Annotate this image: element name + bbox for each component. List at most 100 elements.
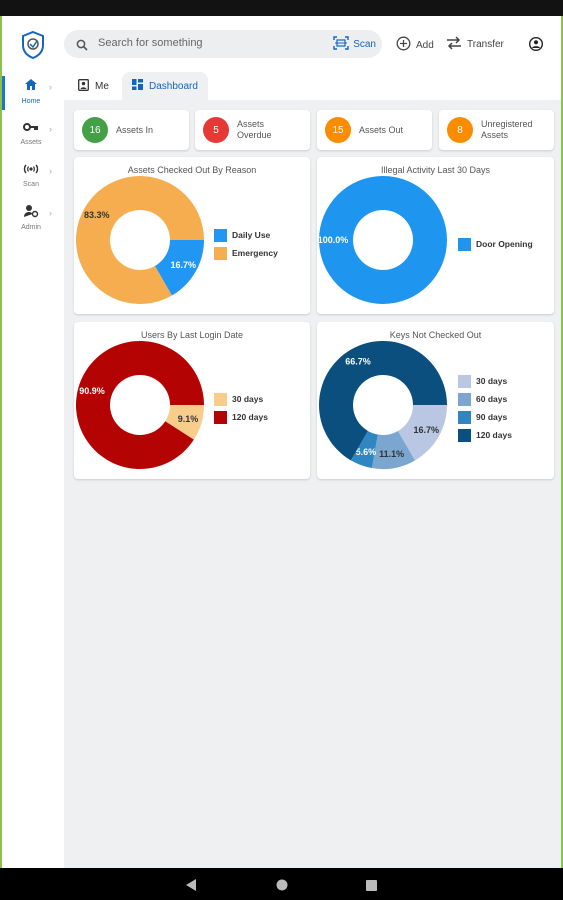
- tab-dashboard[interactable]: Dashboard: [122, 72, 208, 100]
- stat-card-assets-overdue[interactable]: 5 Assets Overdue: [195, 110, 310, 150]
- search-bar[interactable]: Search for something Scan: [64, 30, 382, 58]
- stat-label: Assets Out: [359, 124, 404, 135]
- donut-value-label: 83.3%: [84, 210, 110, 220]
- person-badge-icon: [78, 78, 89, 94]
- donut-value-label: 16.7%: [414, 425, 440, 435]
- legend-item-daily-use: Daily Use: [214, 226, 278, 244]
- search-input[interactable]: Search for something: [98, 37, 203, 49]
- donut-slice-emergency: [76, 176, 204, 304]
- donut-slice-daily-use: [154, 240, 204, 296]
- legend-swatch: [458, 374, 471, 388]
- donut-value-label: 16.7%: [171, 260, 197, 270]
- legend-item-120-days: 120 days: [458, 426, 512, 444]
- chevron-right-icon: ›: [49, 82, 52, 92]
- status-bar: [0, 0, 563, 16]
- donut-slice-60-days: [371, 430, 415, 470]
- add-circle-icon: [396, 36, 411, 54]
- dashboard-icon: [132, 79, 143, 93]
- add-button[interactable]: Add: [396, 36, 434, 54]
- tab-label: Me: [95, 80, 109, 92]
- stat-count-badge: 16: [82, 117, 108, 143]
- legend-swatch: [214, 228, 227, 242]
- chart-card-assets-by-reason: Assets Checked Out By Reason 16.7% 83.3% …: [74, 157, 310, 314]
- donut-value-label: 90.9%: [79, 386, 105, 396]
- chevron-right-icon: ›: [49, 124, 52, 134]
- admin-icon: [23, 205, 39, 222]
- legend-swatch: [458, 237, 471, 251]
- rail-item-label: Scan: [23, 181, 39, 188]
- legend-label: Door Opening: [476, 239, 533, 249]
- donut-value-label: 100.0%: [318, 235, 349, 245]
- stat-label: Unregistered Assets: [481, 119, 533, 140]
- chart-card-illegal-activity: Illegal Activity Last 30 Days 100.0% Doo…: [317, 157, 554, 314]
- legend-label: 90 days: [476, 412, 508, 422]
- donut-slice-120-days: [75, 341, 204, 469]
- legend-swatch: [214, 410, 227, 424]
- legend-swatch: [458, 392, 471, 406]
- donut-slice-door-opening: [319, 176, 447, 304]
- frame-right: [561, 16, 563, 868]
- legend-label: 30 days: [232, 394, 264, 404]
- app-logo: [20, 30, 46, 65]
- scan-button[interactable]: Scan: [333, 34, 376, 54]
- donut-value-label: 11.1%: [379, 449, 404, 459]
- donut-chart-keys-not-checked-out: 16.7% 11.1%5.6% 66.7%: [319, 341, 447, 470]
- qr-scan-icon: [333, 35, 349, 53]
- tab-me[interactable]: Me: [68, 72, 119, 100]
- donut-chart-illegal-activity: 100.0%: [318, 176, 447, 304]
- donut-slice-120-days: [319, 341, 447, 461]
- rail-item-label: Home: [21, 98, 41, 105]
- legend-swatch: [214, 246, 227, 260]
- account-circle-icon: [528, 36, 544, 55]
- rail-active-indicator: [2, 76, 5, 110]
- legend-item-door-opening: Door Opening: [458, 235, 533, 253]
- stat-card-assets-out[interactable]: 15 Assets Out: [317, 110, 432, 150]
- rail-item-home[interactable]: › Home: [0, 78, 62, 118]
- donut-chart-assets-by-reason: 16.7% 83.3%: [76, 176, 204, 304]
- chart-card-keys-not-checked-out: Keys Not Checked Out 16.7% 11.1% 5.6% 66.7%…: [317, 322, 554, 479]
- search-icon: [76, 38, 88, 56]
- chart-title: Users By Last Login Date: [140, 330, 244, 340]
- legend-swatch: [458, 410, 471, 424]
- account-button[interactable]: [528, 36, 544, 56]
- legend-item-60-days: 60 days: [458, 390, 512, 408]
- recents-nav-icon[interactable]: [366, 878, 377, 896]
- donut-value-label: 66.7%: [345, 357, 371, 367]
- transfer-button-label: Transfer: [467, 39, 504, 50]
- chart-card-users-by-login: Users By Last Login Date 9.1% 90.9% 30 da…: [74, 322, 310, 479]
- frame-left: [0, 16, 2, 868]
- stat-card-assets-in[interactable]: 16 Assets In: [74, 110, 189, 150]
- home-nav-icon[interactable]: [276, 878, 288, 896]
- legend-label: 30 days: [476, 376, 508, 386]
- legend-item-30-days: 30 days: [214, 390, 268, 408]
- transfer-icon: [446, 36, 462, 53]
- rail-item-admin[interactable]: › Admin: [0, 204, 62, 244]
- key-icon: [23, 120, 39, 137]
- chart-legend: Door Opening: [458, 235, 533, 253]
- legend-label: Daily Use: [232, 230, 271, 240]
- rail-item-scan[interactable]: › Scan: [0, 162, 62, 202]
- stat-label: Assets In: [116, 124, 154, 135]
- back-nav-icon[interactable]: [186, 878, 197, 896]
- tab-label: Dashboard: [149, 80, 198, 92]
- stat-count-badge: 8: [447, 117, 473, 143]
- home-icon: [24, 79, 38, 96]
- chart-title: Illegal Activity Last 30 Days: [380, 165, 491, 175]
- legend-label: Emergency: [232, 248, 278, 258]
- chart-title: Keys Not Checked Out: [389, 330, 482, 340]
- donut-slice-30-days: [165, 405, 204, 440]
- navigation-rail: [2, 16, 64, 868]
- rail-item-assets[interactable]: › Assets: [0, 120, 62, 160]
- donut-value-label: 9.1%: [178, 414, 199, 424]
- legend-item-30-days: 30 days: [458, 372, 512, 390]
- chevron-right-icon: ›: [49, 166, 52, 176]
- stat-count-badge: 15: [325, 117, 351, 143]
- chart-legend: 30 days 120 days: [214, 390, 268, 426]
- legend-label: 120 days: [476, 430, 512, 440]
- legend-label: 120 days: [232, 412, 268, 422]
- scan-button-label: Scan: [353, 38, 376, 50]
- transfer-button[interactable]: Transfer: [446, 36, 504, 53]
- system-nav-bar: [0, 868, 563, 900]
- stat-card-unregistered-assets[interactable]: 8 Unregistered Assets: [439, 110, 554, 150]
- donut-value-label: 5.6%: [356, 447, 377, 457]
